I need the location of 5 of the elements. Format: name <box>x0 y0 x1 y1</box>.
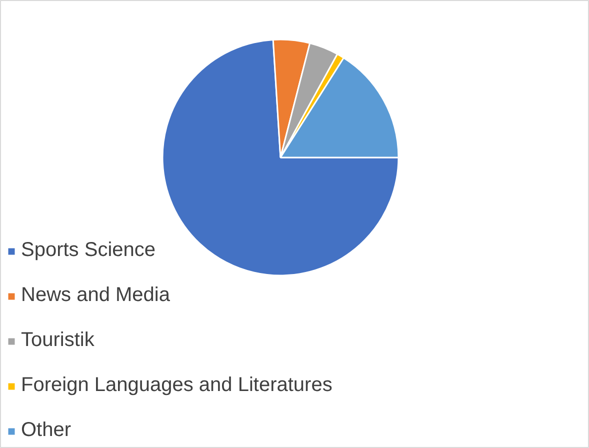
legend-label: Sports Science <box>21 239 156 262</box>
legend-label: Touristik <box>21 329 94 352</box>
legend-label: Foreign Languages and Literatures <box>21 374 332 397</box>
legend-label: News and Media <box>21 284 170 307</box>
legend-label: Other <box>21 419 72 442</box>
